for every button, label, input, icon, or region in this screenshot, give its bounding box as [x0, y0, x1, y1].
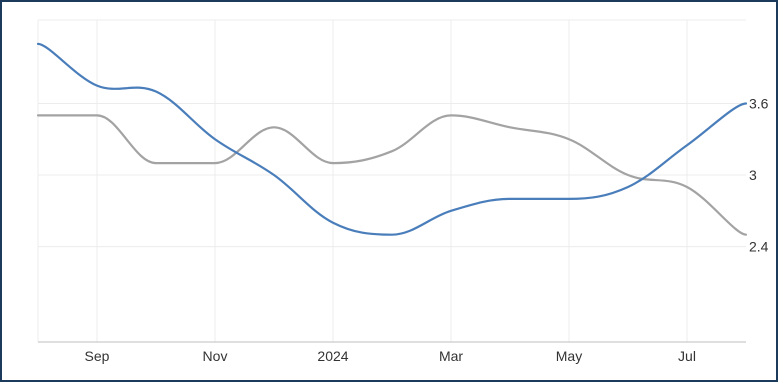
axis-layer: Sep Nov 2024 Mar May Jul 2.4 3 3.6 — [38, 95, 769, 364]
x-tick-label: Jul — [678, 348, 696, 364]
x-tick-label: Sep — [85, 348, 110, 364]
series-line-2 — [36, 114, 748, 236]
x-tick-label: 2024 — [317, 348, 348, 364]
series-layer — [36, 42, 748, 236]
series-line-1 — [36, 42, 748, 236]
y-tick-label: 2.4 — [749, 239, 769, 255]
y-tick-label: 3 — [749, 167, 757, 183]
x-tick-label: May — [556, 348, 582, 364]
x-tick-label: Mar — [439, 348, 463, 364]
x-tick-label: Nov — [203, 348, 228, 364]
grid-lines — [37, 19, 746, 342]
y-tick-label: 3.6 — [749, 95, 769, 111]
